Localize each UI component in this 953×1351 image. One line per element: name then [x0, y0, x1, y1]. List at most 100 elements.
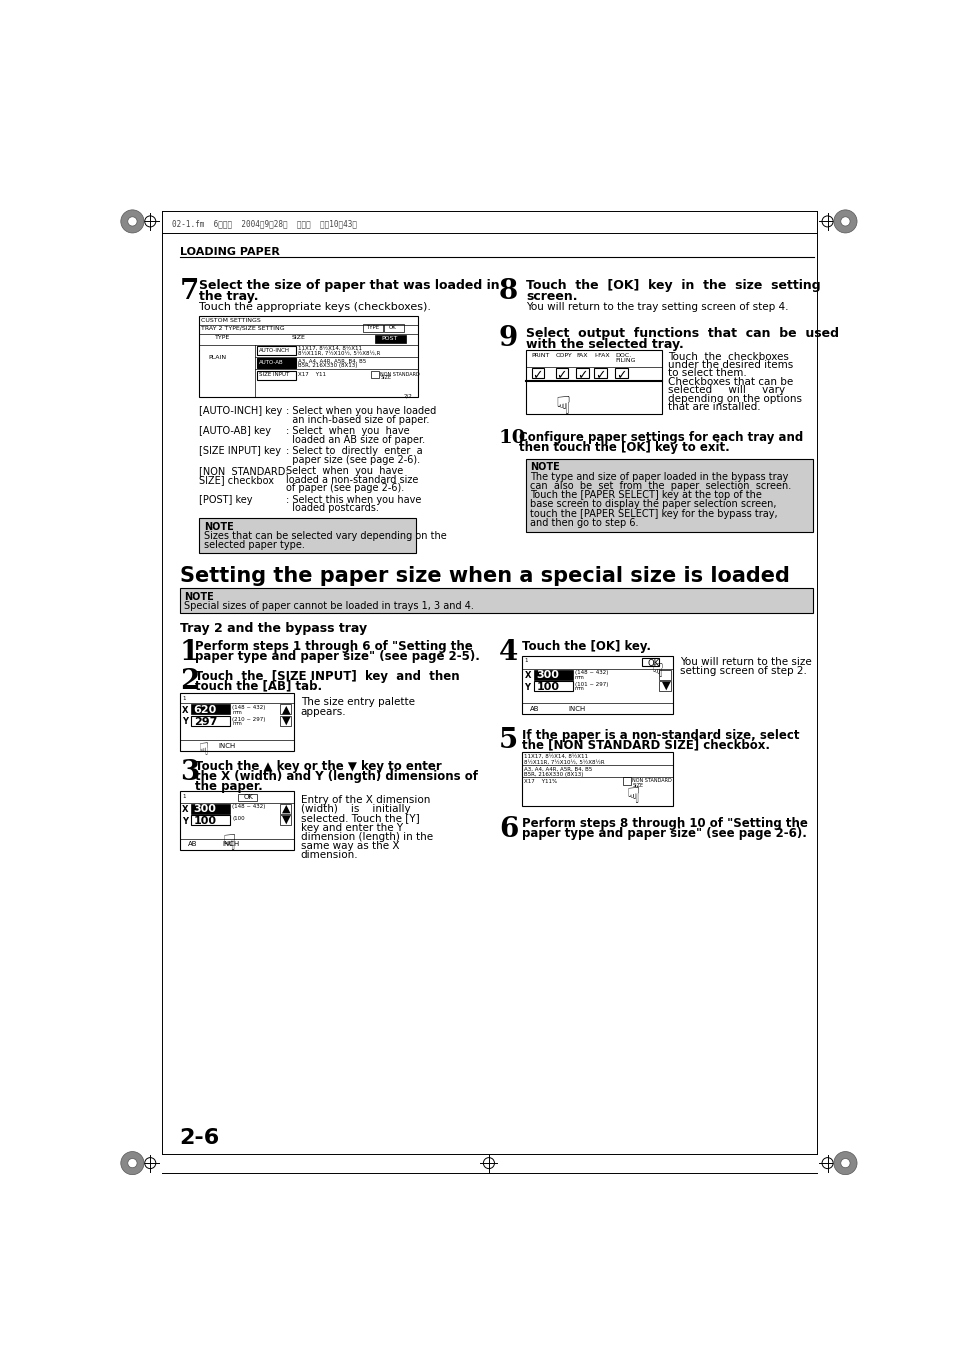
Text: key and enter the Y: key and enter the Y	[300, 823, 402, 832]
Text: mm: mm	[233, 721, 242, 725]
Text: 02-1.fm  6ページ  2004年9月28日  火曜日  午後10時43分: 02-1.fm 6ページ 2004年9月28日 火曜日 午後10時43分	[172, 219, 356, 228]
Text: ▼: ▼	[282, 716, 291, 725]
Text: B5R, 216X330 (8X13): B5R, 216X330 (8X13)	[298, 363, 357, 367]
Text: OK: OK	[389, 326, 396, 331]
Text: FAX: FAX	[576, 353, 587, 358]
Text: Touch  the  [OK]  key  in  the  size  setting: Touch the [OK] key in the size setting	[525, 280, 820, 292]
Text: ▼: ▼	[282, 815, 291, 825]
Text: ☟: ☟	[222, 835, 235, 854]
Text: INCH: INCH	[222, 842, 239, 847]
Text: to select them.: to select them.	[667, 369, 746, 378]
Text: NOTE: NOTE	[204, 521, 233, 532]
Text: : Select when you have loaded: : Select when you have loaded	[286, 407, 436, 416]
Text: can  also  be  set  from  the  paper  selection  screen.: can also be set from the paper selection…	[530, 481, 790, 490]
Text: FILING: FILING	[615, 358, 635, 363]
Text: Entry of the X dimension: Entry of the X dimension	[300, 794, 430, 805]
Text: base screen to display the paper selection screen,: base screen to display the paper selecti…	[530, 500, 776, 509]
Text: screen.: screen.	[525, 290, 577, 303]
Text: A3, A4, A4R, A5R, B4, B5: A3, A4, A4R, A5R, B4, B5	[298, 358, 366, 363]
Text: 3: 3	[179, 759, 199, 786]
Text: selected paper type.: selected paper type.	[204, 540, 304, 550]
Text: X: X	[182, 705, 189, 715]
Text: depending on the options: depending on the options	[667, 394, 801, 404]
Text: (101 ~ 297): (101 ~ 297)	[575, 682, 608, 686]
Text: 620: 620	[193, 705, 216, 715]
Bar	[179, 588, 812, 612]
Text: X: X	[524, 671, 531, 680]
Text: 297: 297	[193, 716, 216, 727]
Bar	[659, 681, 670, 692]
Text: 11X17, 8½X14, 8½X11: 11X17, 8½X14, 8½X11	[298, 346, 362, 351]
Text: POST: POST	[381, 336, 397, 342]
Text: PLAIN: PLAIN	[208, 354, 226, 359]
Bar	[521, 655, 673, 715]
Circle shape	[128, 216, 137, 226]
Text: ▼: ▼	[661, 681, 670, 692]
Text: OK: OK	[646, 659, 659, 667]
Text: Touch the appropriate keys (checkboxes).: Touch the appropriate keys (checkboxes).	[199, 303, 431, 312]
Text: OK: OK	[243, 794, 253, 800]
Text: 300: 300	[536, 670, 558, 681]
Bar	[279, 815, 291, 825]
Text: 100: 100	[193, 816, 216, 825]
Text: [SIZE INPUT] key: [SIZE INPUT] key	[199, 446, 281, 457]
Text: INCH: INCH	[218, 743, 235, 748]
Text: the [NON STANDARD SIZE] checkbox.: the [NON STANDARD SIZE] checkbox.	[521, 739, 769, 753]
Text: 1: 1	[182, 793, 185, 798]
Text: same way as the X: same way as the X	[300, 842, 398, 851]
Text: Touch  the  checkboxes: Touch the checkboxes	[667, 351, 788, 362]
Text: Y: Y	[524, 682, 530, 692]
Text: with the selected tray.: with the selected tray.	[525, 338, 683, 351]
Circle shape	[833, 209, 856, 232]
Text: touch the [AB] tab.: touch the [AB] tab.	[195, 680, 322, 693]
Bar	[534, 681, 572, 692]
Text: 1: 1	[524, 658, 528, 663]
Text: 1: 1	[179, 639, 199, 666]
Bar	[179, 792, 294, 850]
Text: Touch the [OK] key.: Touch the [OK] key.	[521, 640, 651, 654]
Text: SIZE: SIZE	[380, 376, 391, 381]
Text: SIZE: SIZE	[632, 782, 642, 788]
Text: NOTE: NOTE	[530, 462, 559, 473]
Text: setting screen of step 2.: setting screen of step 2.	[679, 666, 805, 677]
Text: Special sizes of paper cannot be loaded in trays 1, 3 and 4.: Special sizes of paper cannot be loaded …	[184, 601, 474, 611]
Text: ☟: ☟	[199, 742, 209, 759]
Text: : Select to  directly  enter  a: : Select to directly enter a	[286, 446, 422, 457]
Text: Y: Y	[182, 717, 188, 727]
Text: [AUTO-INCH] key: [AUTO-INCH] key	[199, 407, 282, 416]
Text: ✓: ✓	[577, 369, 587, 382]
Text: COPY: COPY	[555, 353, 572, 358]
Bar	[641, 658, 659, 666]
Circle shape	[128, 1159, 137, 1167]
Text: paper size (see page 2-6).: paper size (see page 2-6).	[286, 455, 419, 465]
Text: Select  when  you  have: Select when you have	[286, 466, 403, 477]
Text: and then go to step 6.: and then go to step 6.	[530, 517, 638, 528]
Text: Setting the paper size when a special size is loaded: Setting the paper size when a special si…	[179, 566, 789, 586]
Text: Perform steps 1 through 6 of "Setting the: Perform steps 1 through 6 of "Setting th…	[195, 640, 473, 654]
Bar	[279, 804, 291, 813]
Text: loaded a non-standard size: loaded a non-standard size	[286, 474, 417, 485]
Text: 8: 8	[498, 277, 517, 304]
Text: ☟: ☟	[626, 786, 639, 807]
Circle shape	[833, 1151, 856, 1174]
Text: (148 ~ 432): (148 ~ 432)	[233, 804, 266, 809]
Text: Touch the ▲ key or the ▼ key to enter: Touch the ▲ key or the ▼ key to enter	[195, 761, 441, 773]
Text: Sizes that can be selected vary depending on the: Sizes that can be selected vary dependin…	[204, 531, 446, 540]
Text: touch the [PAPER SELECT] key for the bypass tray,: touch the [PAPER SELECT] key for the byp…	[530, 508, 777, 519]
Text: mm: mm	[575, 676, 584, 680]
Text: (148 ~ 432): (148 ~ 432)	[575, 670, 608, 676]
Text: 11X17, 8½X14, 8½X11: 11X17, 8½X14, 8½X11	[523, 754, 587, 759]
Bar	[199, 316, 417, 397]
Text: under the desired items: under the desired items	[667, 359, 792, 370]
Text: loaded postcards.: loaded postcards.	[286, 503, 378, 513]
Text: NON STANDARD: NON STANDARD	[380, 372, 419, 377]
Text: 100: 100	[536, 682, 558, 692]
Text: NON STANDARD: NON STANDARD	[632, 778, 671, 784]
Text: (100: (100	[233, 816, 245, 821]
Text: then touch the [OK] key to exit.: then touch the [OK] key to exit.	[518, 440, 729, 454]
Bar	[192, 716, 230, 725]
Bar	[192, 804, 230, 813]
Bar	[192, 815, 230, 825]
Text: selected     will     vary: selected will vary	[667, 385, 784, 396]
Text: Checkboxes that can be: Checkboxes that can be	[667, 377, 792, 386]
